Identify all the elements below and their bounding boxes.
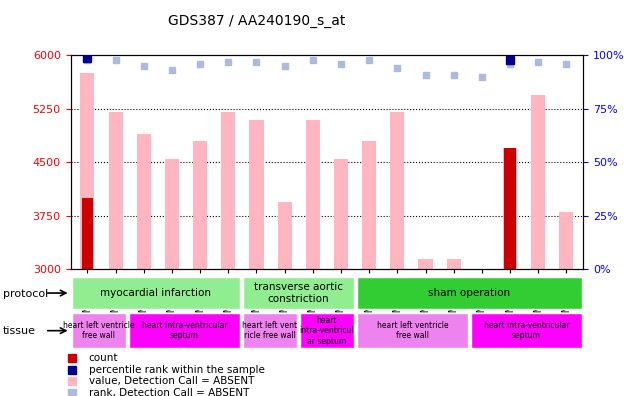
Text: count: count	[88, 353, 118, 364]
Bar	[72, 313, 126, 348]
Bar	[357, 277, 582, 309]
Text: heart left vent
ricle free wall: heart left vent ricle free wall	[242, 321, 297, 340]
Text: heart left ventricle
free wall: heart left ventricle free wall	[63, 321, 135, 340]
Bar	[137, 134, 151, 269]
Text: myocardial infarction: myocardial infarction	[101, 288, 212, 298]
Bar	[72, 277, 240, 309]
Text: heart left ventricle
free wall: heart left ventricle free wall	[376, 321, 448, 340]
Bar	[243, 277, 354, 309]
Text: percentile rank within the sample: percentile rank within the sample	[88, 365, 265, 375]
Bar	[165, 159, 179, 269]
Bar	[278, 202, 292, 269]
Text: heart intra-ventricular
septum: heart intra-ventricular septum	[142, 321, 228, 340]
Text: heart intra-ventricular
septum: heart intra-ventricular septum	[483, 321, 569, 340]
Bar	[447, 259, 461, 269]
Bar	[560, 212, 574, 269]
Bar	[221, 112, 235, 269]
Text: heart
intra-ventricul
ar septum: heart intra-ventricul ar septum	[299, 316, 354, 346]
Bar	[390, 112, 404, 269]
Bar	[504, 148, 516, 269]
Bar	[470, 313, 582, 348]
Bar	[357, 313, 468, 348]
Bar	[243, 313, 297, 348]
Bar	[82, 198, 93, 269]
Bar	[362, 141, 376, 269]
Text: value, Detection Call = ABSENT: value, Detection Call = ABSENT	[88, 376, 254, 386]
Bar	[80, 73, 94, 269]
Text: GDS387 / AA240190_s_at: GDS387 / AA240190_s_at	[168, 14, 345, 28]
Bar	[193, 141, 207, 269]
Bar	[306, 120, 320, 269]
Bar	[129, 313, 240, 348]
Text: transverse aortic
constriction: transverse aortic constriction	[254, 282, 343, 304]
Bar	[503, 148, 517, 269]
Bar	[108, 112, 122, 269]
Bar	[531, 95, 545, 269]
Text: tissue: tissue	[3, 326, 36, 337]
Text: sham operation: sham operation	[428, 288, 510, 298]
Bar	[334, 159, 348, 269]
Text: rank, Detection Call = ABSENT: rank, Detection Call = ABSENT	[88, 388, 249, 396]
Bar	[419, 259, 433, 269]
Bar	[249, 120, 263, 269]
Text: protocol: protocol	[3, 289, 49, 299]
Bar	[300, 313, 354, 348]
